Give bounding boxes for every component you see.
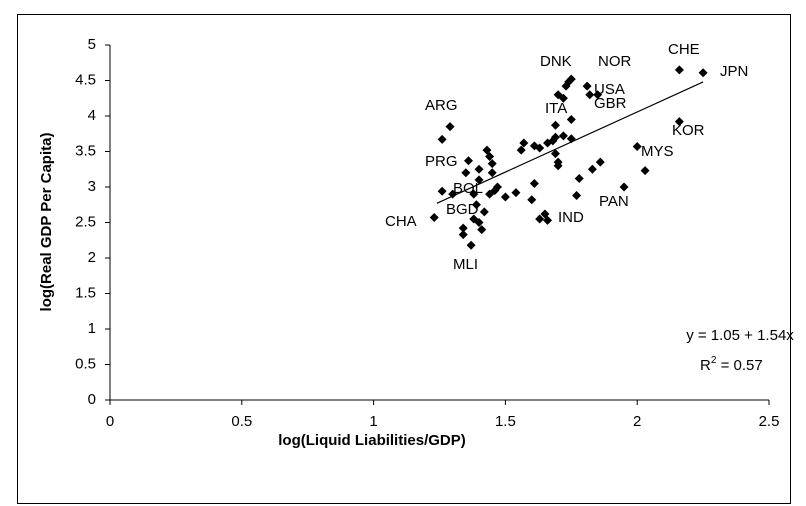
point (640, 166, 650, 176)
point (500, 192, 510, 202)
y-tick-label: 4.5 (75, 71, 96, 88)
r-power: 2 (711, 355, 717, 366)
point (463, 156, 473, 166)
point (474, 175, 484, 185)
point (479, 207, 489, 217)
x-tick-label: 2 (633, 413, 641, 430)
point (527, 195, 537, 205)
point (550, 132, 560, 142)
y-tick-label: 0.5 (75, 355, 96, 372)
point (482, 145, 492, 155)
point (674, 117, 684, 127)
point-label: CHA (385, 213, 417, 230)
point-label: KOR (672, 122, 705, 139)
point (445, 122, 455, 132)
point (466, 240, 476, 250)
point (437, 134, 447, 144)
point (587, 164, 597, 174)
point-label: BOL (453, 180, 483, 197)
point (492, 182, 502, 192)
y-tick-label: 0 (88, 391, 96, 408)
point (474, 218, 484, 227)
x-tick-label: 1.5 (495, 413, 516, 430)
point-label: NOR (598, 53, 632, 70)
point (574, 173, 584, 183)
point-label: PAN (599, 193, 629, 210)
trendline (436, 81, 704, 204)
point-label: ITA (545, 100, 567, 117)
y-axis-label: log(Real GDP Per Capita) (38, 133, 55, 312)
point (458, 230, 468, 240)
r-text: = 0.57 (716, 357, 762, 374)
point (487, 168, 497, 178)
point (582, 81, 592, 91)
point (429, 213, 439, 223)
point-label: DNK (540, 53, 572, 70)
point-label: CHE (668, 41, 700, 58)
point-label: USA (594, 81, 625, 98)
point (529, 178, 539, 188)
y-tick-label: 2.5 (75, 213, 96, 230)
point (550, 149, 560, 159)
x-tick-label: 0.5 (231, 413, 252, 430)
chart-frame (17, 14, 791, 504)
point (595, 157, 605, 167)
point (619, 182, 629, 192)
point (487, 159, 497, 169)
x-tick-label: 0 (106, 413, 114, 430)
point (698, 68, 708, 78)
equation: y = 1.05 + 1.54x (686, 327, 794, 344)
point (550, 120, 560, 130)
y-tick-label: 1.5 (75, 284, 96, 301)
y-tick-label: 3.5 (75, 142, 96, 159)
point (535, 214, 545, 224)
point (553, 161, 563, 171)
point (535, 143, 545, 153)
point (437, 186, 447, 196)
point (543, 215, 553, 225)
point (458, 223, 468, 233)
point (566, 74, 576, 84)
point (572, 191, 582, 201)
point (448, 189, 458, 199)
point (469, 189, 479, 199)
point (674, 65, 684, 75)
x-tick-label: 1 (369, 413, 377, 430)
point-label: MLI (453, 256, 478, 273)
point (519, 138, 529, 148)
x-tick-label: 2.5 (759, 413, 780, 430)
point (585, 90, 595, 100)
point-label: GBR (594, 95, 627, 112)
point-label: IND (558, 209, 584, 226)
point-label: JPN (720, 63, 748, 80)
point-label: ARG (425, 97, 458, 114)
y-tick-label: 3 (88, 178, 96, 195)
r-symbol: R (700, 357, 711, 374)
point (632, 142, 642, 152)
point (511, 188, 521, 198)
x-axis-label: log(Liquid Liabilities/GDP) (278, 432, 466, 449)
r-squared: R2 = 0.57 (700, 355, 763, 374)
point (566, 115, 576, 125)
point (461, 168, 471, 178)
point (477, 225, 487, 235)
y-tick-label: 4 (88, 107, 96, 124)
point (516, 145, 526, 155)
y-tick-label: 5 (88, 36, 96, 53)
point (540, 209, 550, 219)
point (474, 164, 484, 174)
point-label: PRG (425, 153, 458, 170)
point (471, 200, 481, 210)
y-tick-label: 2 (88, 249, 96, 266)
point (558, 131, 568, 141)
point (593, 90, 603, 100)
point-label: MYS (641, 143, 674, 160)
point (558, 93, 568, 103)
point-label: BGD (446, 201, 479, 218)
y-tick-label: 1 (88, 320, 96, 337)
point (485, 151, 495, 161)
